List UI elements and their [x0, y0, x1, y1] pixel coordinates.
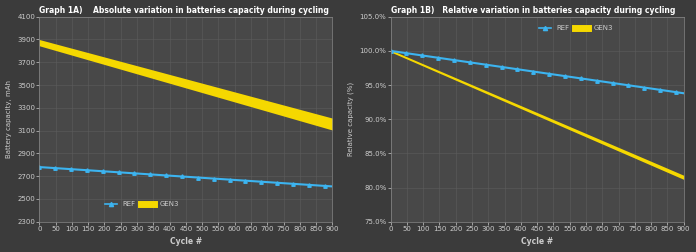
Text: Graph 1B)   Relative variation in batteries capacity during cycling: Graph 1B) Relative variation in batterie…	[390, 6, 675, 15]
Y-axis label: Relative capacity (%): Relative capacity (%)	[347, 82, 354, 156]
X-axis label: Cycle #: Cycle #	[521, 237, 553, 246]
Text: Graph 1A)    Absolute variation in batteries capacity during cycling: Graph 1A) Absolute variation in batterie…	[39, 6, 329, 15]
X-axis label: Cycle #: Cycle #	[170, 237, 202, 246]
Legend: REF, GEN3: REF, GEN3	[102, 199, 182, 210]
Legend: REF, GEN3: REF, GEN3	[536, 22, 616, 34]
Y-axis label: Battery capacity, mAh: Battery capacity, mAh	[6, 80, 12, 158]
